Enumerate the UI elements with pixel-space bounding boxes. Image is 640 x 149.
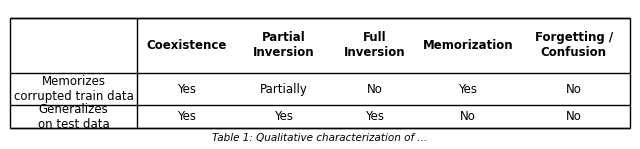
Text: Yes: Yes [458,83,477,96]
Text: Yes: Yes [177,83,196,96]
Text: Yes: Yes [274,110,293,123]
Text: Coexistence: Coexistence [147,39,227,52]
Text: Partial
Inversion: Partial Inversion [253,31,314,59]
Text: Full
Inversion: Full Inversion [344,31,406,59]
Text: No: No [566,110,582,123]
Text: Memorizes
corrupted train data: Memorizes corrupted train data [13,75,134,103]
Text: No: No [566,83,582,96]
Text: Yes: Yes [177,110,196,123]
Text: No: No [367,83,383,96]
Bar [10,18,630,128]
Text: No: No [460,110,476,123]
Text: Memorization: Memorization [422,39,513,52]
Text: Table 1: Qualitative characterization of ...: Table 1: Qualitative characterization of… [212,133,428,143]
Text: Partially: Partially [260,83,307,96]
Text: Forgetting /
Confusion: Forgetting / Confusion [535,31,613,59]
Text: Generalizes
on test data: Generalizes on test data [38,103,109,131]
Text: Yes: Yes [365,110,384,123]
